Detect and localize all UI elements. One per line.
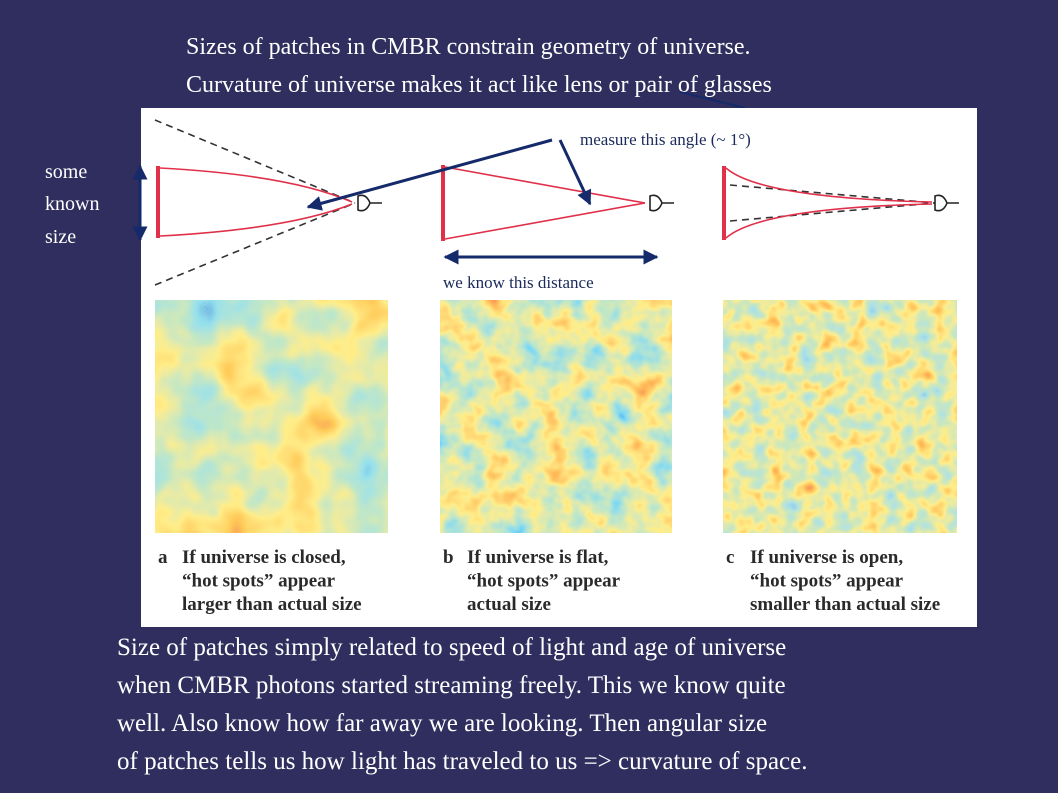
title-line: Curvature of universe makes it act like … bbox=[186, 72, 772, 98]
body-line: well. Also know how far away we are look… bbox=[117, 710, 767, 737]
title-line: Sizes of patches in CMBR constrain geome… bbox=[186, 34, 751, 60]
panel-caption: actual size bbox=[467, 594, 551, 615]
diagram-closed bbox=[154, 119, 382, 286]
angle-arrow bbox=[558, 139, 592, 206]
panel-caption: “hot spots” appear bbox=[467, 571, 621, 592]
body-line: of patches tells us how light has travel… bbox=[117, 748, 808, 775]
panel-caption: smaller than actual size bbox=[750, 594, 940, 615]
label: size bbox=[45, 226, 76, 248]
connector bbox=[679, 91, 746, 109]
panel-letter: a bbox=[158, 547, 168, 568]
panel-letter: c bbox=[726, 547, 734, 568]
label: measure this angle (~ 1°) bbox=[580, 130, 751, 149]
panel-caption: If universe is flat, bbox=[467, 547, 609, 568]
captions: a If universe is closed, “hot spots” appea… bbox=[158, 547, 940, 615]
cmb-map bbox=[723, 300, 957, 533]
cmb-map bbox=[440, 300, 672, 533]
label: we know this distance bbox=[443, 273, 594, 292]
body-line: when CMBR photons started streaming free… bbox=[117, 672, 786, 699]
cmb-map bbox=[155, 300, 388, 533]
panel-caption: If universe is closed, bbox=[182, 547, 346, 568]
label: some bbox=[45, 161, 87, 183]
panel-letter: b bbox=[443, 547, 454, 568]
panel-caption: larger than actual size bbox=[182, 594, 362, 615]
panel-caption: If universe is open, bbox=[750, 547, 903, 568]
panel-caption: “hot spots” appear bbox=[182, 571, 336, 592]
panel-caption: “hot spots” appear bbox=[750, 571, 904, 592]
angle-arrow bbox=[306, 138, 553, 211]
body-line: Size of patches simply related to speed … bbox=[117, 634, 786, 661]
diagram-open bbox=[722, 166, 959, 240]
label: known bbox=[45, 193, 99, 215]
diagram-flat bbox=[441, 165, 674, 241]
